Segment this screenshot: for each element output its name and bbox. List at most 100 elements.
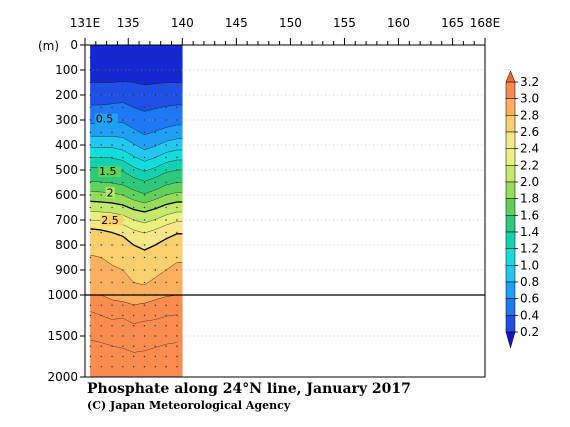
sample-point [165, 169, 167, 171]
sample-point [154, 69, 156, 71]
sample-point [176, 314, 178, 317]
sample-point [89, 231, 92, 234]
sample-point [165, 56, 167, 59]
sample-point [154, 144, 156, 146]
sample-point [89, 325, 92, 327]
sample-point [176, 81, 178, 84]
sample-point [154, 219, 156, 221]
contour-line [90, 157, 183, 172]
sample-point [100, 244, 102, 246]
sample-point [111, 69, 113, 71]
colorbar-label: 1.0 [520, 258, 539, 272]
sample-point [122, 244, 124, 246]
plot-frame [84, 44, 486, 378]
colorbar-segment [505, 198, 516, 216]
sample-point [154, 156, 156, 159]
sample-point [100, 194, 102, 196]
sample-point [154, 269, 156, 271]
sample-point [89, 304, 92, 306]
sample-point [132, 94, 135, 96]
sample-points [89, 56, 178, 368]
sample-point [111, 345, 113, 347]
x-tick-label: 150 [279, 16, 302, 30]
sample-point [122, 194, 124, 196]
sample-point [111, 256, 113, 259]
sample-point [143, 325, 146, 327]
sample-point [154, 366, 156, 368]
sample-point [143, 94, 146, 96]
sample-point [165, 231, 167, 234]
sample-point [154, 131, 156, 134]
sample-point [154, 181, 156, 184]
colorbar-label: 2.8 [520, 108, 539, 122]
sample-point [143, 366, 146, 368]
sample-point [165, 119, 167, 121]
contour-label-bg [94, 113, 118, 125]
sample-point [143, 355, 146, 358]
sample-point [111, 335, 113, 337]
sample-point [122, 314, 124, 317]
y-tick-label: 800 [55, 238, 78, 252]
sample-point [111, 314, 113, 317]
contour-line [90, 211, 183, 224]
x-tick-label: 168E [470, 16, 501, 30]
contour-label-bg [105, 187, 115, 199]
sample-point [132, 181, 135, 184]
sample-point [143, 131, 146, 134]
sample-point [165, 355, 167, 358]
colorbar-segment [505, 181, 516, 199]
contour-line [90, 81, 183, 86]
colorbar-label: 1.2 [520, 242, 539, 256]
sample-point [143, 314, 146, 317]
colorbar-segment [505, 81, 516, 99]
x-tick-label: 145 [225, 16, 248, 30]
chart-title: Phosphate along 24°N line, January 2017 [87, 381, 411, 397]
sample-point [132, 314, 135, 317]
sample-point [132, 206, 135, 209]
sample-point [143, 256, 146, 259]
sample-point [111, 231, 113, 234]
sample-point [89, 335, 92, 337]
colorbar-label: 0.6 [520, 292, 539, 306]
colorbar-segment [505, 131, 516, 149]
y-tick-label: 500 [55, 163, 78, 177]
colorbar-segment [505, 165, 516, 183]
sample-point [165, 281, 167, 284]
x-tick-label: 160 [387, 16, 410, 30]
sample-point [132, 156, 135, 159]
colorbar-segment [505, 215, 516, 233]
colorbar-bottom-arrow [505, 331, 516, 349]
sample-point [143, 244, 146, 246]
y-tick-label: 1000 [47, 288, 78, 302]
contour-label: 2.5 [101, 214, 119, 227]
sample-point [100, 94, 102, 96]
contour-label: 0.5 [96, 113, 114, 126]
sample-point [165, 156, 167, 159]
sample-point [165, 304, 167, 306]
sample-point [100, 206, 102, 209]
colorbar-label: 0.4 [520, 308, 539, 322]
sample-point [154, 206, 156, 209]
sample-point [122, 169, 124, 171]
sample-point [132, 345, 135, 347]
sample-point [100, 325, 102, 327]
sample-point [89, 181, 92, 184]
sample-point [122, 345, 124, 347]
contour-label: 1.5 [99, 165, 117, 178]
sample-point [176, 219, 178, 221]
colorbar-label: 3.2 [520, 75, 539, 89]
sample-point [122, 231, 124, 234]
y-tick-label: 900 [55, 263, 78, 277]
sample-point [143, 219, 146, 221]
sample-point [165, 106, 167, 109]
sample-point [154, 106, 156, 109]
sample-point [176, 181, 178, 184]
contour-line [90, 102, 183, 112]
sample-point [176, 335, 178, 337]
sample-point [165, 314, 167, 317]
sample-point [165, 335, 167, 337]
sample-point [122, 106, 124, 109]
sample-point [100, 131, 102, 134]
colorbar-label: 2.4 [520, 142, 539, 156]
x-tick-label: 135 [117, 16, 140, 30]
